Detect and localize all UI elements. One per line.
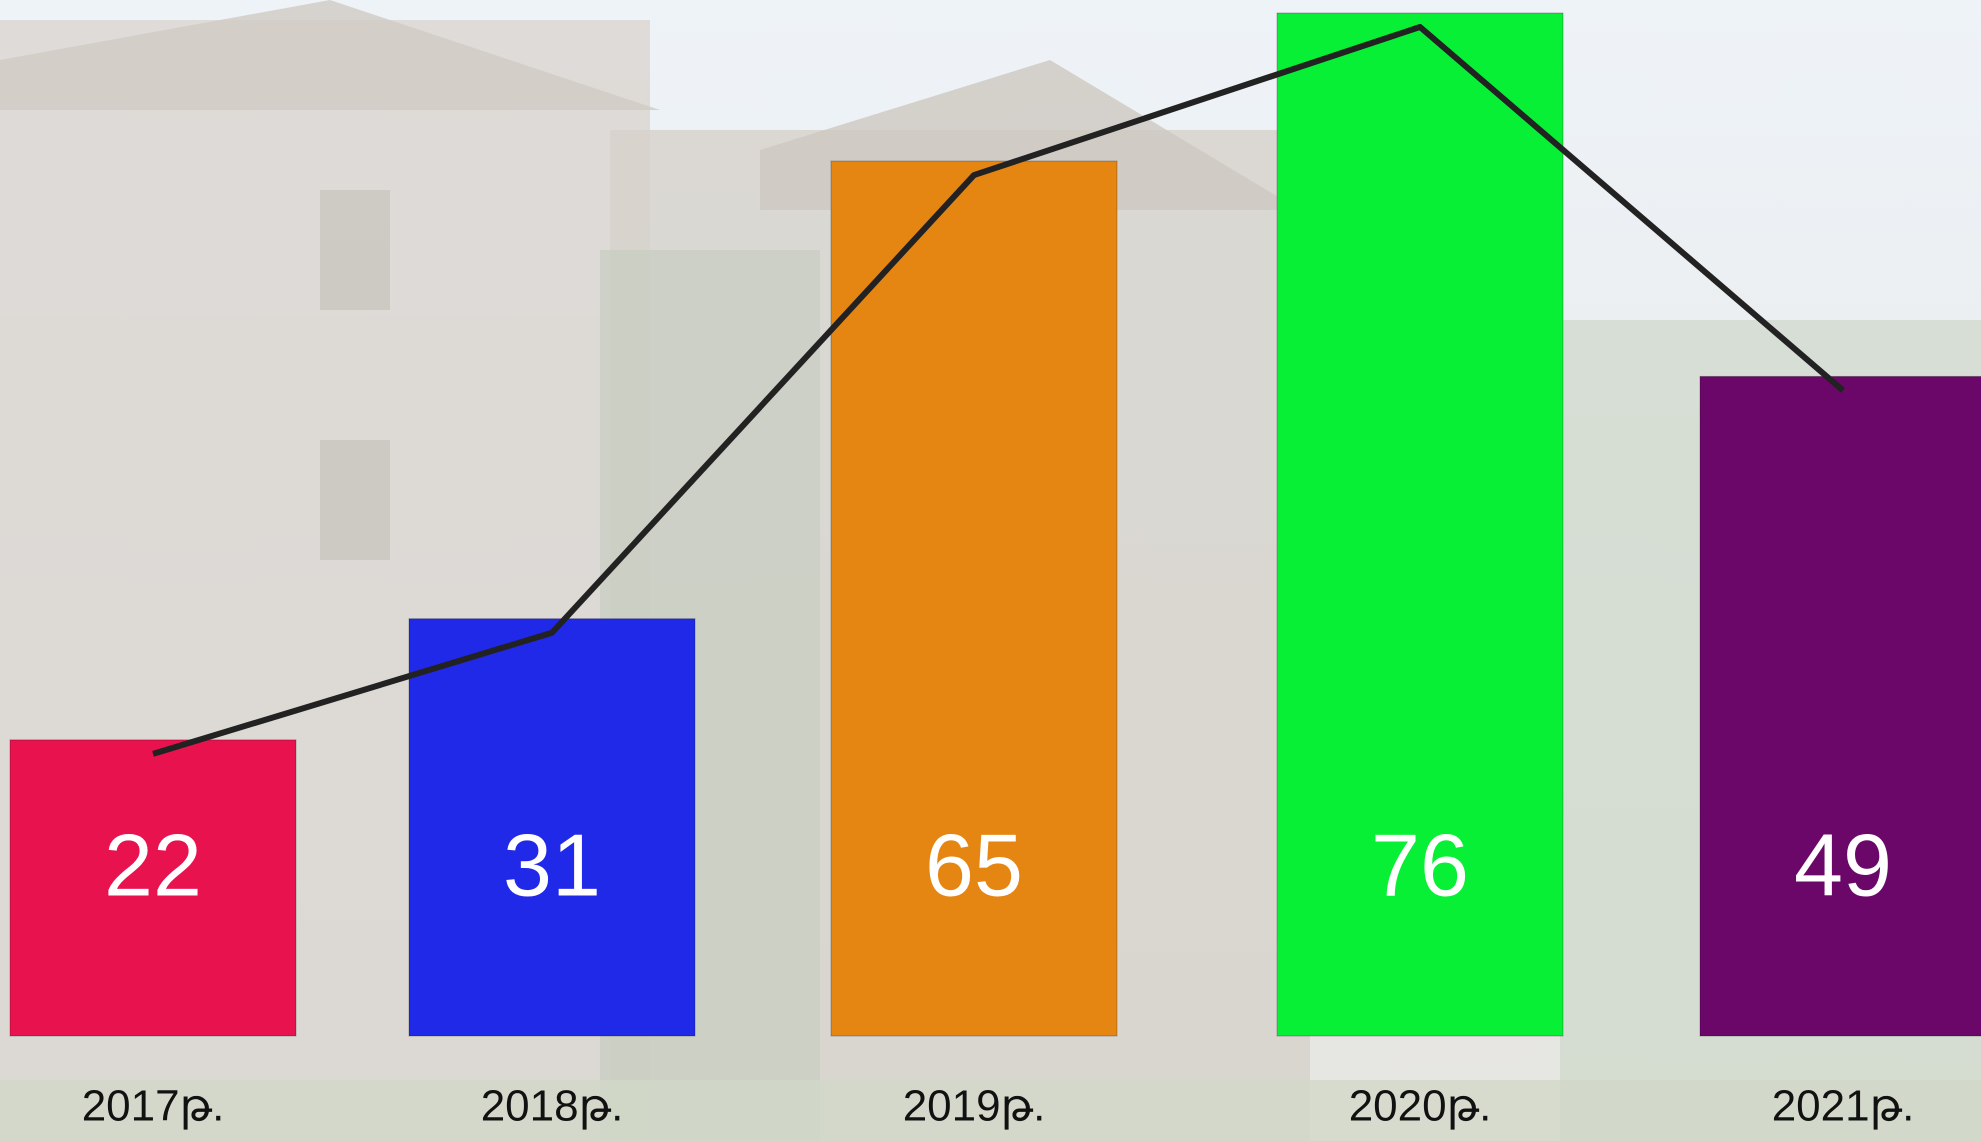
x-tick-label: 2021թ. xyxy=(1772,1082,1915,1131)
value-label: 49 xyxy=(1794,815,1892,914)
value-label: 22 xyxy=(104,815,202,914)
value-label: 76 xyxy=(1371,815,1469,914)
value-label: 65 xyxy=(925,815,1023,914)
x-tick-label: 2018թ. xyxy=(481,1082,624,1131)
chart: 22 2017թ. 31 2018թ. 65 2019թ. 76 2020թ. 49 2021թ. xyxy=(0,0,1981,1141)
bar xyxy=(1700,376,1981,1036)
x-tick-label: 2017թ. xyxy=(82,1082,225,1131)
x-tick-label: 2020թ. xyxy=(1349,1082,1492,1131)
value-label: 31 xyxy=(503,815,601,914)
x-tick-label: 2019թ. xyxy=(903,1082,1046,1131)
